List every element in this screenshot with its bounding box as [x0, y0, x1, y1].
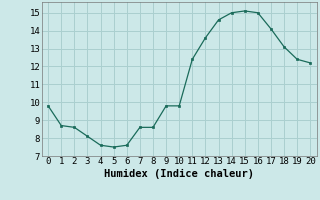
- X-axis label: Humidex (Indice chaleur): Humidex (Indice chaleur): [104, 169, 254, 179]
